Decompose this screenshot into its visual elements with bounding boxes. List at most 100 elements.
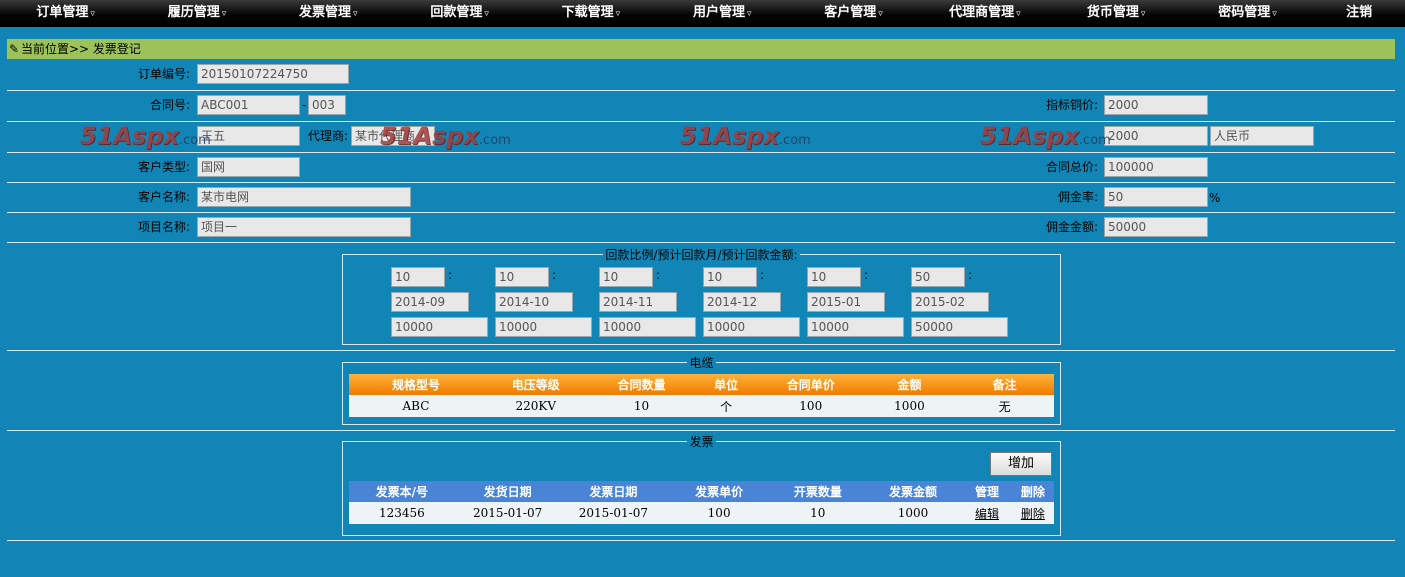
- nav-label: 订单管理: [36, 5, 89, 20]
- column-header: 发货日期: [454, 481, 561, 502]
- caret-down-icon: ▿: [90, 9, 95, 19]
- contract-no-label: 合同号:: [149, 98, 190, 112]
- payment-amount-field[interactable]: 10000: [599, 317, 696, 337]
- payment-month-field[interactable]: 2014-10: [495, 292, 573, 312]
- payment-ratio-field[interactable]: 10: [495, 267, 549, 287]
- watermark-logo: 51Aspx.com: [680, 122, 811, 150]
- project-name-label: 项目名称:: [137, 220, 190, 234]
- commission-amount-field[interactable]: 50000: [1104, 217, 1208, 237]
- payment-amount-field[interactable]: 10000: [703, 317, 800, 337]
- add-invoice-button[interactable]: 增加: [990, 452, 1052, 476]
- commission-rate-field[interactable]: 50: [1104, 187, 1208, 207]
- contract-suffix-field[interactable]: 003: [308, 95, 346, 115]
- table-cell: 1000: [863, 502, 963, 524]
- watermark-logo: 51Aspx.com: [80, 122, 211, 150]
- cable-fieldset: 电缆: [342, 354, 1061, 425]
- column-header: 发票日期: [560, 481, 667, 502]
- copper-price-field[interactable]: 2000: [1104, 126, 1208, 146]
- nav-item-invoices[interactable]: 发票管理 ▿: [263, 0, 394, 27]
- order-no-field[interactable]: 20150107224750: [197, 64, 349, 84]
- caret-down-icon: ▿: [746, 9, 752, 19]
- agent-field[interactable]: 某市代理商: [351, 126, 435, 146]
- divider: [7, 152, 1395, 153]
- caret-down-icon: ▿: [615, 9, 621, 19]
- payment-month-field[interactable]: 2014-12: [703, 292, 781, 312]
- nav-item-password[interactable]: 密码管理 ▿: [1182, 0, 1313, 27]
- index-price-label: 指标铜价:: [1045, 98, 1098, 112]
- nav-label: 代理商管理: [949, 5, 1015, 20]
- nav-item-orders[interactable]: 订单管理 ▿: [0, 0, 131, 27]
- breadcrumb-text: 当前位置>> 发票登记: [21, 42, 141, 56]
- ratio-separator: :: [968, 268, 973, 282]
- payment-month-field[interactable]: 2015-02: [911, 292, 989, 312]
- contract-separator: -: [302, 98, 307, 112]
- index-price-field[interactable]: 2000: [1104, 95, 1208, 115]
- nav-label: 密码管理: [1218, 5, 1271, 20]
- edit-link[interactable]: 编辑: [974, 506, 999, 521]
- payment-ratio-field[interactable]: 10: [599, 267, 653, 287]
- nav-item-customers[interactable]: 客户管理 ▿: [788, 0, 919, 27]
- payment-fieldset: 回款比例/预计回款月/预计回款金额:: [342, 246, 1061, 345]
- contract-no-field[interactable]: ABC001: [197, 95, 300, 115]
- caret-down-icon: ▿: [1272, 9, 1277, 19]
- column-header: 开票数量: [772, 481, 864, 502]
- invoice-legend: 发票: [689, 435, 714, 449]
- customer-name-label: 客户名称:: [137, 190, 190, 204]
- divider: [7, 242, 1395, 243]
- divider: [7, 212, 1395, 213]
- customer-type-field[interactable]: 国网: [197, 157, 300, 177]
- table-cell: 10: [772, 502, 864, 524]
- nav-label: 发票管理: [299, 5, 352, 20]
- payment-ratio-field[interactable]: 50: [911, 267, 965, 287]
- nav-label: 回款管理: [430, 5, 483, 20]
- divider: [7, 350, 1395, 351]
- table-cell: 个: [694, 395, 758, 417]
- salesman-field[interactable]: 王五: [197, 126, 300, 146]
- watermark-logo: 51Aspx.com: [980, 122, 1111, 150]
- payment-month-field[interactable]: 2014-09: [391, 292, 469, 312]
- watermark-domain: .com: [178, 133, 211, 148]
- nav-item-agents[interactable]: 代理商管理 ▿: [919, 0, 1050, 27]
- column-header: 发票单价: [666, 481, 772, 502]
- total-price-label: 合同总价:: [1045, 160, 1098, 174]
- table-cell: 编辑: [962, 502, 1012, 524]
- column-header: 单位: [694, 374, 758, 395]
- divider: [7, 430, 1395, 431]
- payment-amount-field[interactable]: 50000: [911, 317, 1008, 337]
- watermark-brand: 51Aspx: [680, 122, 779, 150]
- nav-item-history[interactable]: 履历管理 ▿: [131, 0, 262, 27]
- payment-amount-field[interactable]: 10000: [807, 317, 904, 337]
- payment-month-field[interactable]: 2014-11: [599, 292, 677, 312]
- nav-item-downloads[interactable]: 下载管理 ▿: [525, 0, 656, 27]
- currency-field[interactable]: 人民币: [1210, 126, 1314, 146]
- payment-ratio-field[interactable]: 10: [807, 267, 861, 287]
- payment-ratio-field[interactable]: 10: [391, 267, 445, 287]
- payment-month-field[interactable]: 2015-01: [807, 292, 885, 312]
- watermark-domain: .com: [778, 133, 811, 148]
- divider: [7, 90, 1395, 91]
- customer-name-field[interactable]: 某市电网: [197, 187, 411, 207]
- logout-link[interactable]: 注销: [1313, 0, 1405, 27]
- payment-ratio-field[interactable]: 10: [703, 267, 757, 287]
- payment-amount-field[interactable]: 10000: [495, 317, 592, 337]
- ratio-separator: :: [864, 268, 869, 282]
- column-header: 发票本/号: [349, 481, 455, 502]
- table-row: 123456 2015-01-07 2015-01-07 100 10 1000 编辑 删除: [349, 502, 1054, 524]
- nav-item-users[interactable]: 用户管理 ▿: [657, 0, 788, 27]
- column-header: 备注: [955, 374, 1054, 395]
- column-header: 发票金额: [863, 481, 963, 502]
- total-price-field[interactable]: 100000: [1104, 157, 1208, 177]
- table-cell: 100: [757, 395, 864, 417]
- payment-amount-field[interactable]: 10000: [391, 317, 488, 337]
- column-header: 电压等级: [482, 374, 589, 395]
- caret-down-icon: ▿: [1016, 9, 1021, 19]
- payment-legend: 回款比例/预计回款月/预计回款金额:: [605, 248, 798, 262]
- nav-item-payments[interactable]: 回款管理 ▿: [394, 0, 525, 27]
- caret-down-icon: ▿: [484, 9, 489, 19]
- project-name-field[interactable]: 项目一: [197, 217, 411, 237]
- column-header: 规格型号: [349, 374, 483, 395]
- ratio-separator: :: [552, 268, 557, 282]
- nav-item-currency[interactable]: 货币管理 ▿: [1051, 0, 1182, 27]
- table-cell: 220KV: [482, 395, 589, 417]
- delete-link[interactable]: 删除: [1020, 506, 1045, 521]
